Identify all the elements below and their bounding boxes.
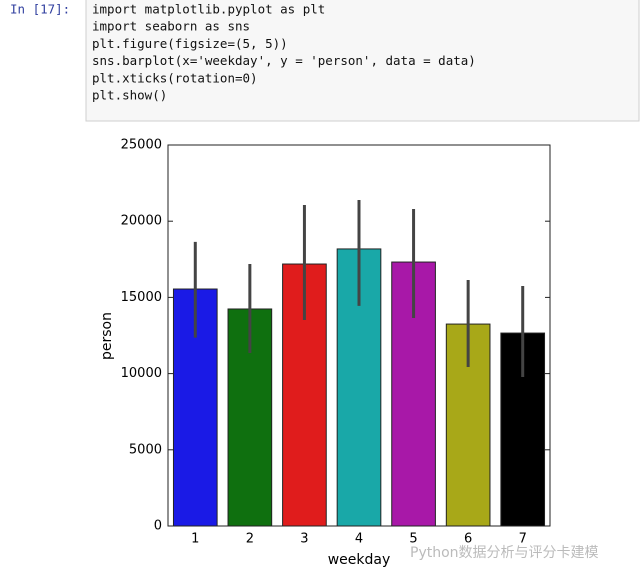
cell-prompt: In [17]:	[10, 2, 70, 17]
code-line: plt.xticks(rotation=0)	[92, 70, 258, 85]
code-line: plt.show()	[92, 88, 167, 103]
x-tick-label: 7	[519, 532, 527, 547]
plot	[172, 200, 546, 527]
y-tick-label: 25000	[121, 138, 162, 153]
y-tick-label: 20000	[121, 214, 162, 229]
y-tick-label: 10000	[121, 366, 162, 381]
code-line: import seaborn as sns	[92, 19, 250, 34]
y-tick-label: 0	[154, 519, 162, 534]
code-lines: import matplotlib.pyplot as plt import se…	[92, 2, 476, 103]
watermark: Python数据分析与评分卡建模	[410, 545, 599, 561]
code-line: plt.figure(figsize=(5, 5))	[92, 36, 288, 51]
x-tick-label: 5	[409, 532, 417, 547]
x-tick-label: 6	[464, 532, 472, 547]
axes-border	[167, 144, 551, 527]
x-tick-label: 4	[355, 532, 363, 547]
y-tick-label: 5000	[129, 442, 162, 457]
x-axis-label: weekday	[328, 552, 391, 568]
x-tick-label: 3	[300, 532, 308, 547]
code-line: import matplotlib.pyplot as plt	[92, 2, 325, 17]
x-tick-label: 2	[246, 532, 254, 547]
code-line: sns.barplot(x='weekday', y = 'person', d…	[92, 53, 476, 68]
code-cell[interactable]	[85, 0, 640, 122]
x-tick-label: 1	[191, 532, 199, 547]
y-axis-label: person	[99, 312, 115, 360]
y-tick-label: 15000	[121, 290, 162, 305]
